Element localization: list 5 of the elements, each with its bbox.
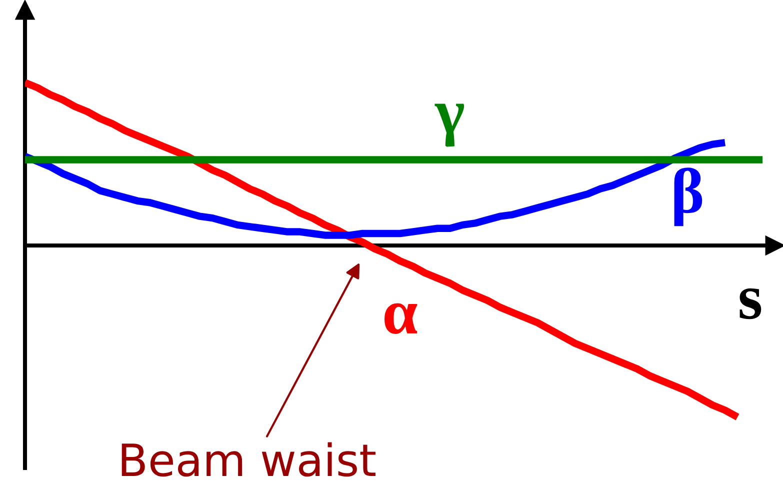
x-axis-title: s (740, 288, 762, 320)
series-label: γ (434, 104, 464, 147)
series-label: α (384, 303, 418, 334)
series-label: β (674, 168, 702, 226)
text: Beam waist (122, 442, 376, 477)
